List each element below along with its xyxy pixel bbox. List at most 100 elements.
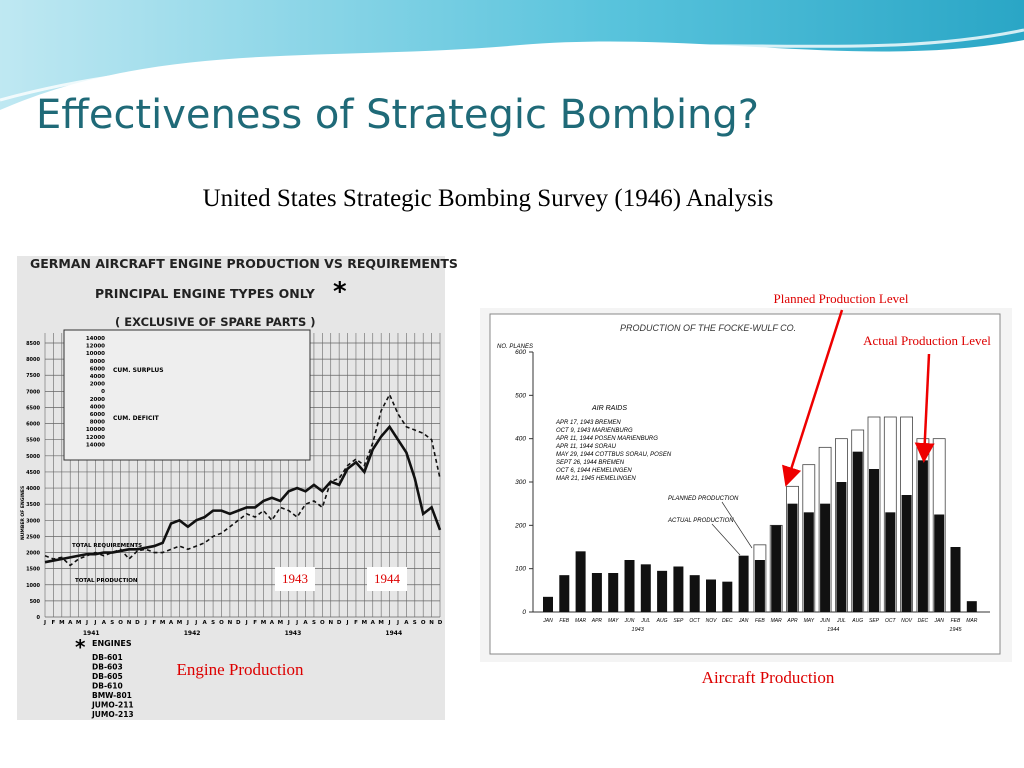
actual-bar: [820, 503, 831, 612]
y-tick-label: 3000: [26, 518, 40, 524]
year-label: 1943: [285, 630, 302, 637]
arrow: [782, 309, 844, 487]
actual-bar: [657, 570, 668, 612]
y-tick-label: 300: [515, 479, 526, 486]
actual-bar: [966, 601, 977, 612]
month-label: M: [378, 620, 383, 626]
raid: APR 11, 1944 SORAU: [555, 444, 617, 450]
month-label: MAR: [966, 618, 978, 624]
month-label: O: [118, 620, 123, 626]
inset-label: CUM. DEFICIT: [113, 415, 160, 422]
legend-pointer: [711, 523, 741, 556]
month-label: S: [211, 620, 215, 626]
month-label: APR: [786, 618, 798, 624]
month-label: D: [135, 620, 140, 626]
header-wave: [0, 0, 1024, 110]
year-marker: 1944: [374, 571, 401, 586]
inset-tick: 0: [101, 389, 105, 395]
month-label: JUN: [624, 618, 635, 624]
inset-tick: 10000: [86, 427, 105, 433]
month-label: APR: [591, 618, 603, 624]
production-label: TOTAL PRODUCTION: [75, 578, 138, 584]
actual-bar: [771, 525, 782, 612]
y-tick-label: 0: [522, 609, 526, 616]
inset-tick: 8000: [90, 359, 105, 365]
inset-label: CUM. SURPLUS: [113, 367, 164, 374]
engine-name: DB-603: [92, 663, 123, 672]
month-label: A: [169, 620, 174, 626]
y-tick-label: 8000: [26, 357, 40, 363]
month-label: M: [59, 620, 64, 626]
y-tick-label: 0: [37, 615, 41, 621]
raid: APR 17, 1943 BREMEN: [555, 420, 621, 426]
year-label: 1944: [385, 630, 402, 637]
y-tick-label: 4000: [26, 486, 40, 492]
engine-name: DB-605: [92, 672, 123, 681]
actual-bar: [543, 596, 553, 612]
y-tick-label: 1000: [26, 583, 40, 589]
month-label: MAR: [575, 618, 587, 624]
asterisk: *: [75, 635, 86, 659]
actual-bar: [640, 564, 651, 612]
y-tick-label: 6500: [26, 405, 40, 411]
actual-bar: [575, 551, 586, 612]
month-label: J: [93, 620, 96, 626]
month-label: F: [253, 620, 257, 626]
raid: OCT 6, 1944 HEMELINGEN: [556, 468, 632, 474]
actual-bar: [591, 573, 602, 612]
actual-bar: [885, 512, 896, 612]
planned-legend: PLANNED PRODUCTION: [668, 496, 739, 502]
month-label: D: [236, 620, 241, 626]
month-label: A: [68, 620, 73, 626]
y-tick-label: 7000: [26, 389, 40, 395]
y-tick-label: 5500: [26, 438, 40, 444]
month-label: J: [295, 620, 298, 626]
month-label: FEB: [951, 618, 961, 624]
month-label: F: [52, 620, 56, 626]
month-label: NOV: [706, 618, 718, 624]
y-axis-label: NO. PLANES: [497, 344, 533, 350]
actual-bar: [950, 547, 961, 612]
y-tick-label: 7500: [26, 373, 40, 379]
actual-bar: [624, 560, 635, 612]
engines-heading: ENGINES: [92, 639, 132, 648]
month-label: J: [287, 620, 290, 626]
raids-heading: AIR RAIDS: [591, 405, 627, 412]
month-label: OCT: [689, 618, 701, 624]
month-label: JUL: [640, 618, 650, 624]
y-tick-label: 500: [30, 599, 41, 605]
month-label: N: [429, 620, 434, 626]
month-label: J: [144, 620, 147, 626]
caption: Engine Production: [176, 660, 304, 679]
y-tick-label: 5000: [26, 454, 40, 460]
year-label: 1942: [184, 630, 201, 637]
actual-bar: [852, 451, 863, 612]
month-label: SEP: [673, 618, 684, 624]
month-label: M: [261, 620, 266, 626]
month-label: MAY: [804, 618, 815, 624]
month-label: DEC: [722, 618, 733, 624]
month-label: JUN: [819, 618, 830, 624]
asterisk: *: [333, 277, 347, 307]
engine-name: JUMO-213: [91, 710, 134, 719]
month-label: JAN: [738, 618, 749, 624]
y-tick-label: 400: [515, 436, 526, 443]
year-marker: 1943: [282, 571, 308, 586]
actual-bar: [901, 495, 912, 612]
month-label: MAR: [771, 618, 783, 624]
month-label: J: [186, 620, 189, 626]
actual-bar: [738, 555, 749, 612]
month-label: AUG: [851, 618, 863, 624]
legend-pointer: [721, 501, 753, 549]
title: Effectiveness of Strategic Bombing?: [36, 92, 759, 138]
month-label: M: [278, 620, 283, 626]
month-label: JUL: [836, 618, 846, 624]
month-label: J: [346, 620, 349, 626]
month-label: M: [76, 620, 81, 626]
y-tick-label: 100: [515, 566, 526, 573]
month-label: A: [270, 620, 275, 626]
year-box: [275, 567, 315, 591]
month-label: JAN: [933, 618, 944, 624]
